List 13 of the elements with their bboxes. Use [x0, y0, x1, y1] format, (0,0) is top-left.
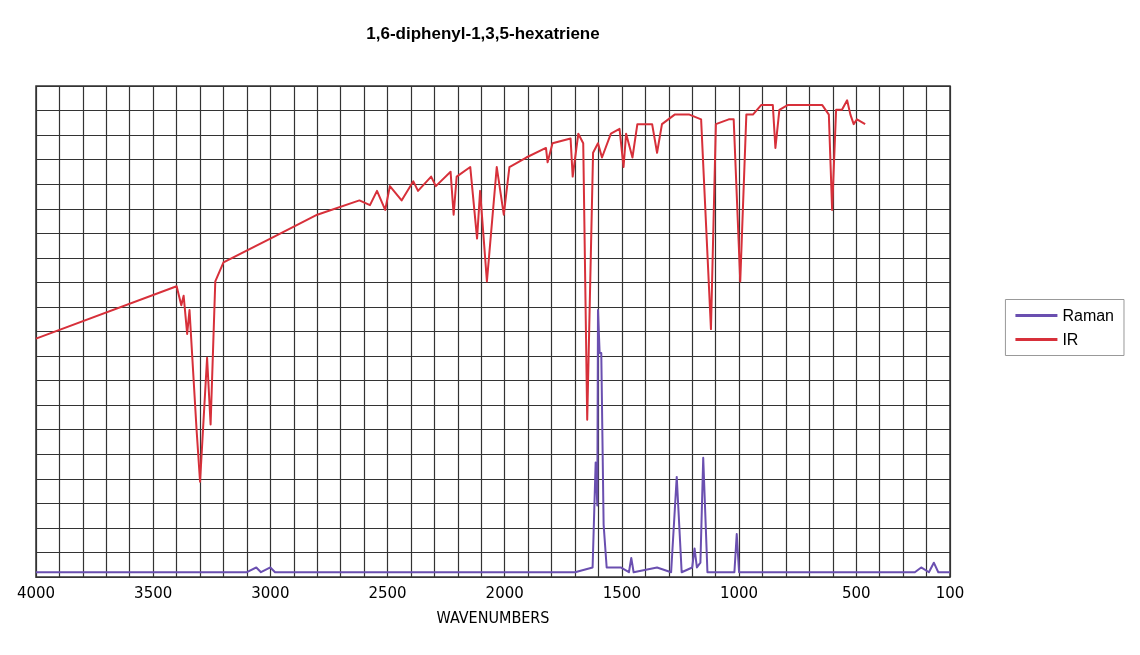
x-tick-label: 2000 — [485, 583, 524, 602]
chart-title: 1,6-diphenyl-1,3,5-hexatriene — [366, 24, 600, 43]
x-tick-label: 3500 — [134, 583, 173, 602]
x-tick-label: 100 — [935, 583, 965, 602]
x-tick-label: 4000 — [16, 583, 56, 602]
legend-label: IR — [1062, 331, 1079, 348]
x-tick-label: 3000 — [251, 583, 290, 602]
x-tick-label: 500 — [841, 583, 871, 602]
x-axis-title: WAVENUMBERS — [436, 607, 550, 627]
x-tick-label: 2500 — [368, 583, 407, 602]
x-tick-label: 1500 — [602, 583, 641, 602]
legend-label: Raman — [1062, 307, 1114, 324]
x-tick-label: 1000 — [719, 583, 759, 602]
